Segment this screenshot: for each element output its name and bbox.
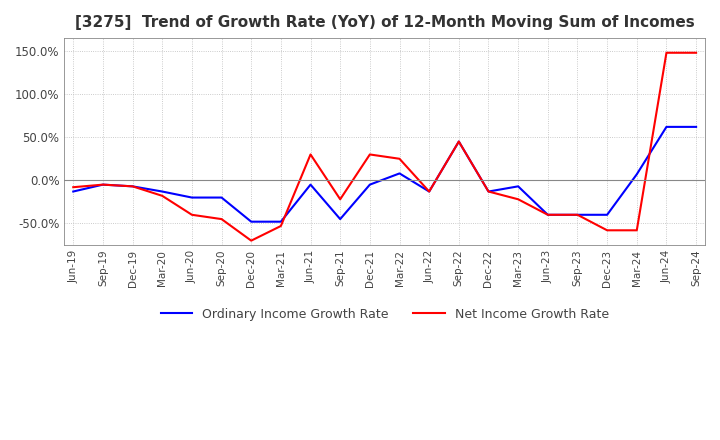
Ordinary Income Growth Rate	[544, 212, 552, 217]
Net Income Growth Rate	[247, 238, 256, 243]
Net Income Growth Rate	[276, 224, 285, 229]
Ordinary Income Growth Rate	[366, 182, 374, 187]
Net Income Growth Rate	[395, 156, 404, 161]
Legend: Ordinary Income Growth Rate, Net Income Growth Rate: Ordinary Income Growth Rate, Net Income …	[156, 303, 613, 326]
Net Income Growth Rate	[99, 182, 107, 187]
Net Income Growth Rate	[514, 197, 523, 202]
Ordinary Income Growth Rate	[514, 184, 523, 189]
Net Income Growth Rate	[603, 227, 611, 233]
Net Income Growth Rate	[544, 212, 552, 217]
Net Income Growth Rate	[573, 212, 582, 217]
Net Income Growth Rate	[128, 184, 137, 189]
Ordinary Income Growth Rate	[454, 139, 463, 144]
Title: [3275]  Trend of Growth Rate (YoY) of 12-Month Moving Sum of Incomes: [3275] Trend of Growth Rate (YoY) of 12-…	[75, 15, 695, 30]
Net Income Growth Rate	[692, 50, 701, 55]
Ordinary Income Growth Rate	[425, 189, 433, 194]
Net Income Growth Rate	[306, 152, 315, 157]
Ordinary Income Growth Rate	[99, 182, 107, 187]
Net Income Growth Rate	[336, 197, 344, 202]
Ordinary Income Growth Rate	[188, 195, 197, 200]
Ordinary Income Growth Rate	[484, 189, 492, 194]
Ordinary Income Growth Rate	[247, 219, 256, 224]
Net Income Growth Rate	[69, 184, 78, 190]
Net Income Growth Rate	[188, 212, 197, 217]
Ordinary Income Growth Rate	[217, 195, 226, 200]
Ordinary Income Growth Rate	[632, 172, 641, 177]
Net Income Growth Rate	[484, 189, 492, 194]
Ordinary Income Growth Rate	[276, 219, 285, 224]
Line: Ordinary Income Growth Rate: Ordinary Income Growth Rate	[73, 127, 696, 222]
Ordinary Income Growth Rate	[603, 212, 611, 217]
Ordinary Income Growth Rate	[69, 189, 78, 194]
Net Income Growth Rate	[454, 139, 463, 144]
Ordinary Income Growth Rate	[128, 184, 137, 189]
Net Income Growth Rate	[425, 189, 433, 194]
Ordinary Income Growth Rate	[573, 212, 582, 217]
Ordinary Income Growth Rate	[395, 171, 404, 176]
Ordinary Income Growth Rate	[662, 124, 671, 129]
Net Income Growth Rate	[366, 152, 374, 157]
Net Income Growth Rate	[632, 227, 641, 233]
Line: Net Income Growth Rate: Net Income Growth Rate	[73, 53, 696, 241]
Net Income Growth Rate	[158, 193, 166, 198]
Net Income Growth Rate	[662, 50, 671, 55]
Ordinary Income Growth Rate	[306, 182, 315, 187]
Ordinary Income Growth Rate	[336, 216, 344, 222]
Ordinary Income Growth Rate	[692, 124, 701, 129]
Net Income Growth Rate	[217, 216, 226, 222]
Ordinary Income Growth Rate	[158, 189, 166, 194]
